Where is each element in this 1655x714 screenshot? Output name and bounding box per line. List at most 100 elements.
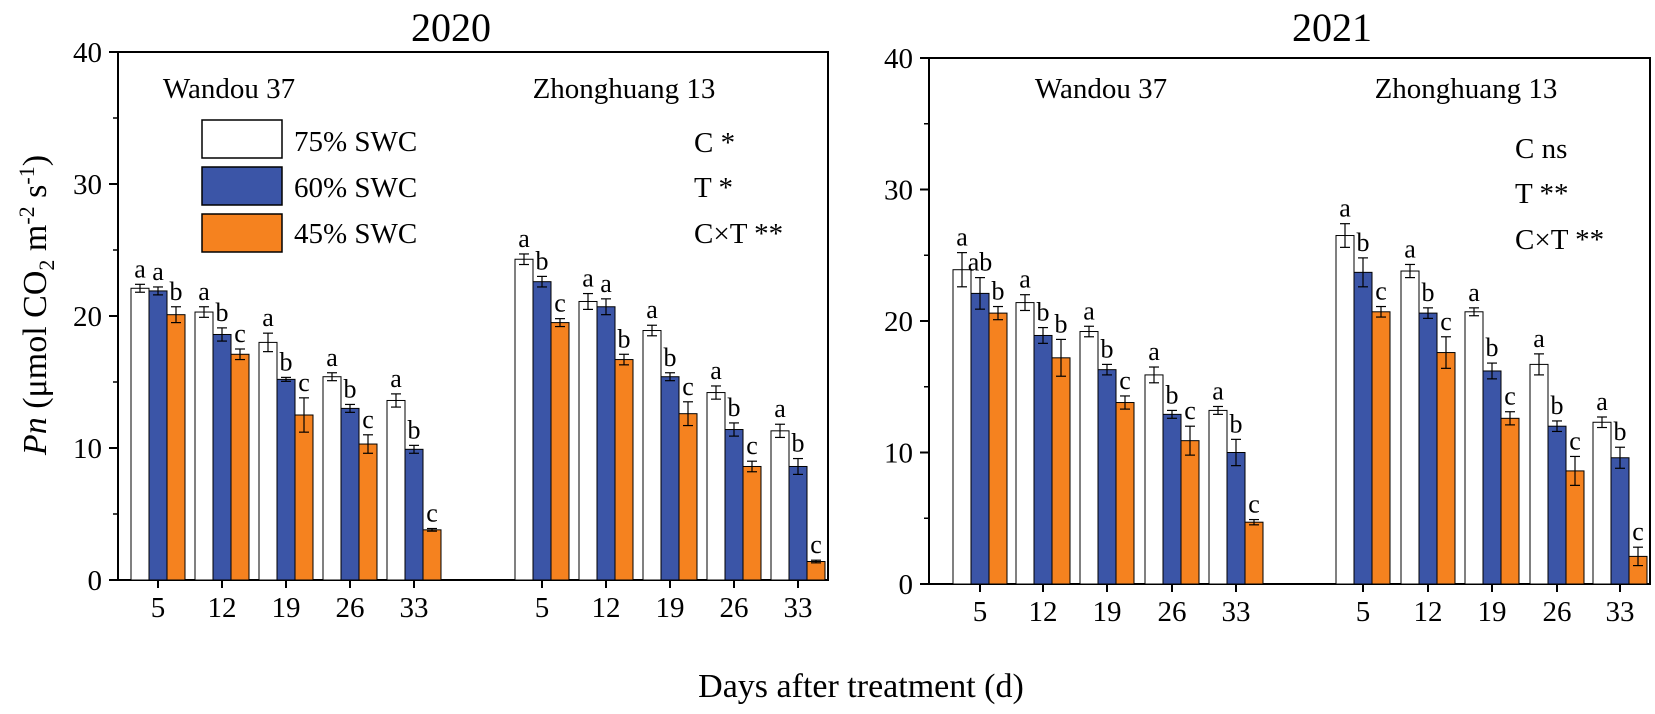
significance-letter: c (682, 372, 694, 401)
bar (230, 353, 250, 581)
significance-letter: b (992, 277, 1005, 306)
significance-letter: c (1569, 426, 1581, 455)
bar (1335, 235, 1355, 585)
x-tick-label: 26 (720, 592, 749, 624)
significance-letter: a (1212, 376, 1224, 405)
bar (1592, 421, 1612, 585)
significance-letter: b (536, 246, 549, 275)
significance-letter: a (1596, 387, 1608, 416)
x-tick-label: 12 (592, 592, 621, 624)
bar (678, 413, 698, 581)
bar (1015, 302, 1035, 585)
x-tick-label: 5 (151, 592, 166, 624)
significance-letter: a (1533, 324, 1545, 353)
significance-letter: c (1248, 490, 1260, 519)
significance-letter: b (1422, 278, 1435, 307)
bar (532, 281, 552, 581)
stat-cxt: C×T ** (694, 218, 783, 250)
significance-letter: c (1440, 307, 1452, 336)
bar (1051, 357, 1071, 585)
x-tick-label: 33 (1606, 596, 1635, 628)
bar (578, 300, 598, 581)
bar (194, 311, 214, 581)
bar (970, 292, 990, 585)
significance-letter: a (1468, 278, 1480, 307)
significance-letter: a (518, 224, 530, 253)
significance-letter: a (198, 277, 210, 306)
x-tick-label: 33 (400, 592, 429, 624)
significance-letter: a (152, 257, 164, 286)
significance-letter: a (582, 264, 594, 293)
cultivar-label-zhonghuang: Zhonghuang 13 (533, 73, 716, 105)
significance-letter: c (1504, 382, 1516, 411)
bar (788, 465, 808, 581)
legend-swatch-60 (201, 166, 283, 206)
legend-label-60: 60% SWC (294, 172, 417, 204)
x-tick-label: 26 (336, 592, 365, 624)
bar (1033, 334, 1053, 585)
bar (358, 443, 378, 581)
y-tick-label: 30 (73, 169, 102, 201)
y-tick-label: 0 (88, 565, 103, 597)
bar (706, 392, 726, 581)
bar (614, 359, 634, 581)
x-tick-label: 12 (1029, 596, 1058, 628)
significance-letter: c (298, 368, 310, 397)
y-tick-label: 30 (884, 175, 913, 207)
significance-letter: a (1404, 234, 1416, 263)
significance-letter: a (710, 356, 722, 385)
bar (258, 341, 278, 581)
bar (322, 376, 342, 581)
x-tick-label: 33 (1222, 596, 1251, 628)
significance-letter: a (956, 223, 968, 252)
significance-letter: b (1486, 333, 1499, 362)
stat-t: T * (694, 172, 733, 204)
stat-c: C ns (1515, 133, 1567, 165)
bar (1180, 440, 1200, 585)
bar (642, 330, 662, 581)
significance-letter: c (1375, 277, 1387, 306)
bar (1610, 457, 1630, 585)
cultivar-label-wandou: Wandou 37 (1035, 73, 1167, 105)
significance-letter: a (1339, 194, 1351, 223)
bar (422, 529, 442, 581)
significance-letter: c (554, 289, 566, 318)
x-axis-label: Days after treatment (d) (698, 668, 1024, 705)
significance-letter: a (600, 269, 612, 298)
bar (294, 414, 314, 581)
bar (1353, 271, 1373, 585)
bar (514, 258, 534, 581)
x-tick-label: 5 (535, 592, 550, 624)
significance-letter: b (170, 277, 183, 306)
x-tick-label: 19 (656, 592, 685, 624)
significance-letter: b (1037, 298, 1050, 327)
y-axis-label: Pn (μmol CO2 m-2 s-1) (14, 155, 59, 456)
x-tick-label: 26 (1543, 596, 1572, 628)
significance-letter: b (1357, 228, 1370, 257)
y-tick-label: 20 (884, 306, 913, 338)
x-tick-label: 12 (208, 592, 237, 624)
significance-letter: b (1551, 391, 1564, 420)
significance-letter: b (1230, 409, 1243, 438)
bar (770, 430, 790, 581)
y-tick-label: 40 (73, 37, 102, 69)
legend-swatch-75 (201, 119, 283, 159)
bar (742, 465, 762, 581)
significance-letter: c (810, 530, 822, 559)
bar (952, 269, 972, 585)
legend: 75% SWC 60% SWC 45% SWC (201, 119, 417, 253)
y-tick-label: 0 (899, 569, 914, 601)
chart-title: 2021 (1292, 5, 1372, 50)
chart-title: 2020 (411, 5, 491, 50)
legend-label-75: 75% SWC (294, 126, 417, 158)
chart-panel-2020: 2020 Wandou 37 Zhonghuang 13 C * T * C×T… (73, 5, 829, 624)
bar (212, 333, 232, 581)
cultivar-label-zhonghuang: Zhonghuang 13 (1375, 73, 1558, 105)
significance-letter: a (134, 254, 146, 283)
y-tick-label: 10 (73, 433, 102, 465)
bar (1529, 363, 1549, 585)
bar (1244, 521, 1264, 585)
significance-letter: b (792, 429, 805, 458)
significance-letter: c (1119, 366, 1131, 395)
